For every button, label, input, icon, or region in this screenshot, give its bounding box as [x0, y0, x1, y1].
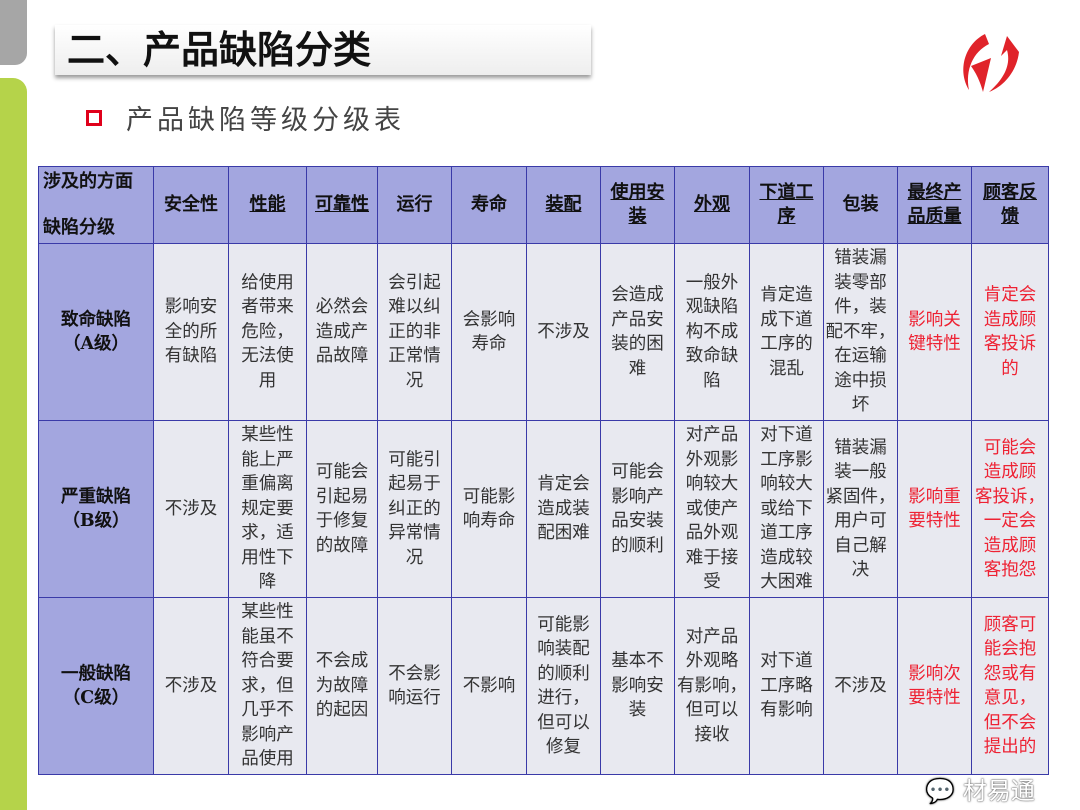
table-cell: 会影响 寿命	[451, 243, 527, 421]
column-header-label: 装配	[545, 193, 582, 215]
subtitle: 产品缺陷等级分级表	[86, 98, 405, 137]
table-cell: 对下道 工序略 有影响	[749, 597, 824, 775]
column-header: 可靠性	[306, 166, 378, 244]
table-cell: 对产品 外观影 响较大 或使产 品外观 难于接 受	[674, 420, 750, 598]
table-cell: 可能会 造成顾 客投诉， 一定会 造成顾 客抱怨	[971, 420, 1049, 598]
table-cell: 基本不 影响安 装	[600, 597, 675, 775]
column-header-label: 性能	[249, 193, 286, 215]
table-cell: 顾客可 能会抱 怨或有 意见， 但不会 提出的	[971, 597, 1049, 775]
column-header: 下道工 序	[749, 166, 824, 244]
column-header-label: 安全性	[164, 193, 218, 215]
column-header-label: 包装	[842, 193, 879, 215]
table-cell: 不影响	[451, 597, 527, 775]
row-header-level: 严重缺陷 （B级）	[38, 420, 154, 598]
table-cell: 不涉及	[153, 420, 229, 598]
defect-classification-table: 涉及的方面缺陷分级 安全性 性能 可靠性 运行 寿命 装配 使用安 装 外观 下道工 序 包装 最终…	[38, 166, 1049, 775]
table-cell: 可能影 响寿命	[451, 420, 527, 598]
column-header: 最终产 品质量	[897, 166, 972, 244]
company-logo-icon	[963, 34, 1019, 92]
table-cell: 不涉及	[526, 243, 601, 421]
table-cell: 会引起 难以纠 正的非 正常情 况	[377, 243, 452, 421]
wechat-icon: 💬	[925, 777, 955, 805]
table-cell: 影响重 要特性	[897, 420, 972, 598]
column-header-label: 顾客反 馈	[983, 181, 1037, 228]
table-cell: 对产品 外观略 有影响， 但可以 接收	[674, 597, 750, 775]
table-cell: 肯定会 造成装 配困难	[526, 420, 601, 598]
table-cell: 影响安 全的所 有缺陷	[153, 243, 229, 421]
table-cell: 影响关 键特性	[897, 243, 972, 421]
header-corner: 涉及的方面 缺陷分级	[38, 166, 154, 244]
column-header: 使用安 装	[600, 166, 675, 244]
table-cell: 肯定会 造成顾 客投诉 的	[971, 243, 1049, 421]
row-header-level: 一般缺陷 （C级）	[38, 597, 154, 775]
column-header-label: 使用安 装	[610, 181, 665, 228]
column-header-label: 寿命	[471, 193, 507, 215]
column-header-label: 最终产 品质量	[907, 181, 962, 228]
table-cell: 不会影 响运行	[377, 597, 452, 775]
table-cell: 可能会 影响产 品安装 的顺利	[600, 420, 675, 598]
table-cell: 不涉及	[823, 597, 898, 775]
table-cell: 对下道 工序影 响较大 或给下 道工序 造成较 大困难	[749, 420, 824, 598]
column-header: 外观	[674, 166, 750, 244]
table-header-row: 涉及的方面缺陷分级 安全性 性能 可靠性 运行 寿命 装配 使用安 装 外观 下道工 序 包装 最终…	[38, 166, 1049, 244]
column-header: 顾客反 馈	[971, 166, 1049, 244]
corner-aspect-label: 涉及的方面	[43, 171, 133, 192]
table-row: 致命缺陷 （A级） 影响安 全的所 有缺陷 给使用 者带来 危险， 无法使 用必然会…	[38, 243, 1049, 421]
table-cell: 某些性 能上严 重偏离 规定要 求，适 用性下 降	[228, 420, 307, 598]
table-cell: 必然会 造成产 品故障	[306, 243, 378, 421]
table-cell: 会造成 产品安 装的困 难	[600, 243, 675, 421]
column-header: 安全性	[153, 166, 229, 244]
row-header-level: 致命缺陷 （A级）	[38, 243, 154, 421]
column-header-label: 可靠性	[315, 193, 369, 215]
column-header-label: 下道工 序	[759, 181, 814, 228]
slide-title: 二、产品缺陷分类	[55, 25, 591, 75]
watermark: 💬 材易通	[925, 777, 1035, 805]
table-row: 严重缺陷 （B级） 不涉及 某些性 能上严 重偏离 规定要 求，适 用性下 降可能会…	[38, 420, 1049, 598]
table-cell: 影响次 要特性	[897, 597, 972, 775]
column-header: 寿命	[451, 166, 527, 244]
table-cell: 不会成 为故障 的起因	[306, 597, 378, 775]
column-header: 装配	[526, 166, 601, 244]
slide-decoration-green-bar	[0, 78, 27, 810]
bullet-square-icon	[86, 109, 102, 126]
column-header-label: 外观	[694, 193, 730, 215]
table-cell: 可能会 引起易 于修复 的故障	[306, 420, 378, 598]
column-header-label: 运行	[396, 193, 433, 215]
table-cell: 给使用 者带来 危险， 无法使 用	[228, 243, 307, 421]
table-cell: 错装漏 装一般 紧固件， 用户可 自己解 决	[823, 420, 898, 598]
column-header: 性能	[228, 166, 307, 244]
column-header: 包装	[823, 166, 898, 244]
table-cell: 不涉及	[153, 597, 229, 775]
column-header: 运行	[377, 166, 452, 244]
table-cell: 肯定造 成下道 工序的 混乱	[749, 243, 824, 421]
table-cell: 一般外 观缺陷 构不成 致命缺 陷	[674, 243, 750, 421]
slide-decoration-gray-tab	[0, 0, 27, 65]
table-row: 一般缺陷 （C级） 不涉及 某些性 能虽不 符合要 求，但 几乎不 影响产 品使用不…	[38, 597, 1049, 775]
table-cell: 可能引 起易于 纠正的 异常情 况	[377, 420, 452, 598]
table-cell: 可能影 响装配 的顺利 进行， 但可以 修复	[526, 597, 601, 775]
table-cell: 某些性 能虽不 符合要 求，但 几乎不 影响产 品使用	[228, 597, 307, 775]
corner-level-label: 缺陷分级	[43, 216, 115, 238]
table-cell: 错装漏 装零部 件，装 配不牢， 在运输 途中损 坏	[823, 243, 898, 421]
